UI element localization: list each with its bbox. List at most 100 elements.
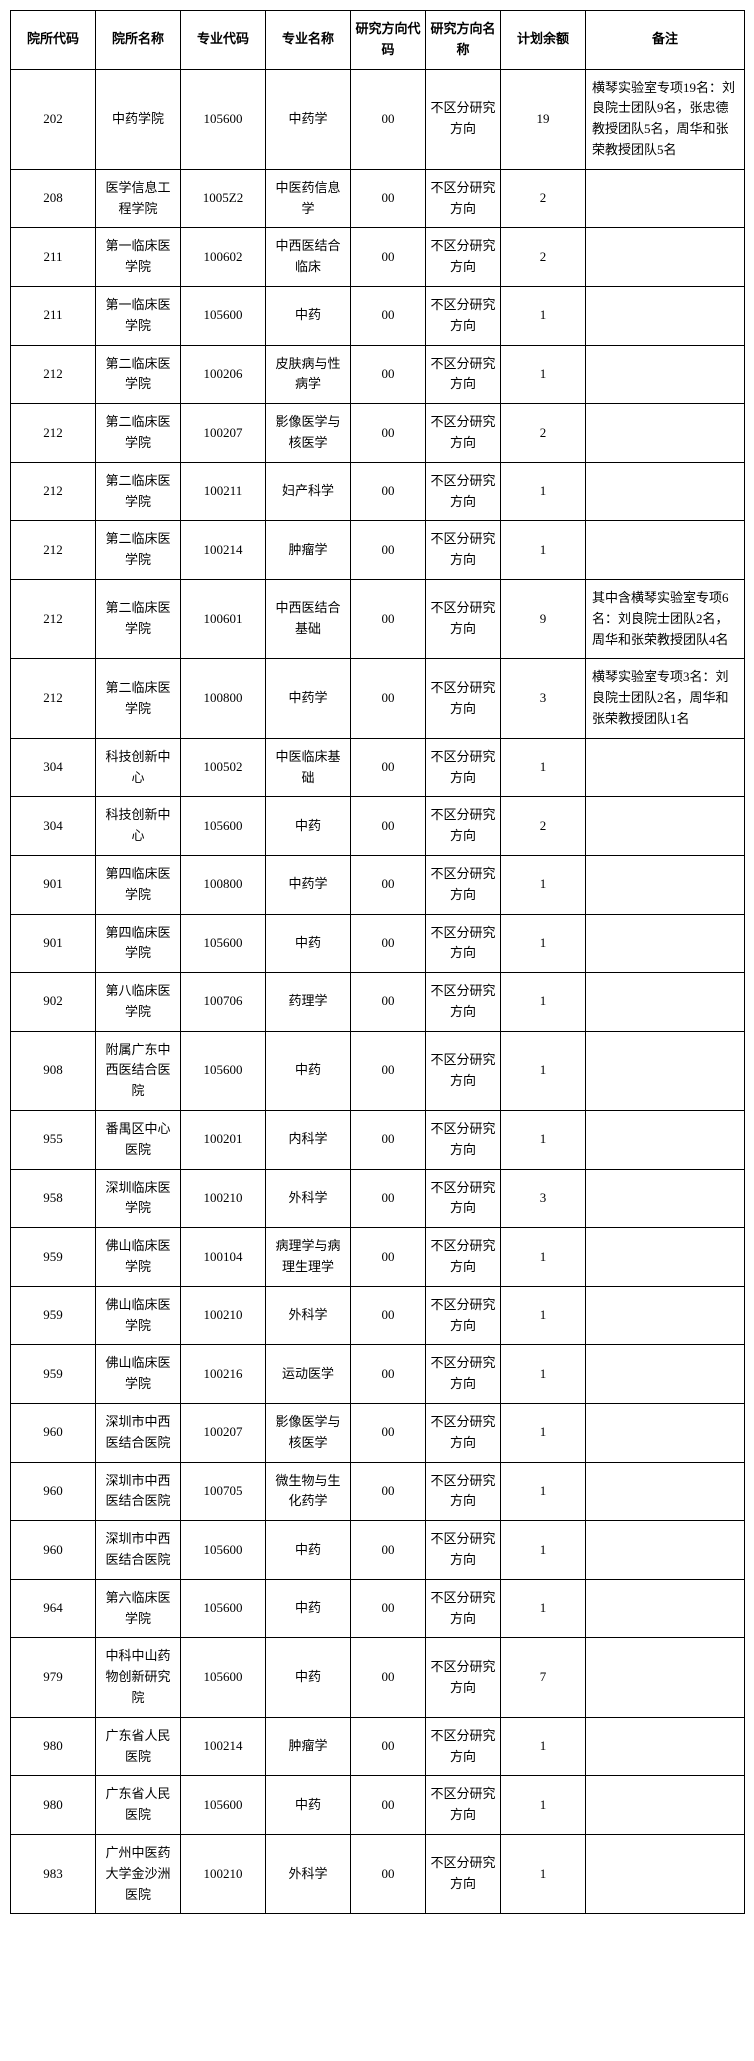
cell-institute-name: 第二临床医学院 [96, 659, 181, 738]
cell-remark [586, 1286, 745, 1345]
cell-institute-name: 深圳临床医学院 [96, 1169, 181, 1228]
cell-quota: 1 [501, 1579, 586, 1638]
cell-direction-code: 00 [351, 521, 426, 580]
cell-major-code: 100706 [181, 973, 266, 1032]
cell-institute-code: 908 [11, 1031, 96, 1110]
cell-direction-name: 不区分研究方向 [426, 797, 501, 856]
cell-direction-name: 不区分研究方向 [426, 1404, 501, 1463]
cell-major-code: 100602 [181, 228, 266, 287]
cell-remark [586, 973, 745, 1032]
cell-direction-code: 00 [351, 69, 426, 169]
table-body: 202中药学院105600中药学00不区分研究方向19横琴实验室专项19名：刘良… [11, 69, 745, 1914]
cell-direction-name: 不区分研究方向 [426, 1521, 501, 1580]
cell-major-code: 100210 [181, 1169, 266, 1228]
cell-major-code: 100207 [181, 404, 266, 463]
cell-quota: 1 [501, 1835, 586, 1914]
cell-institute-name: 中药学院 [96, 69, 181, 169]
cell-institute-name: 广东省人民医院 [96, 1776, 181, 1835]
cell-major-code: 100800 [181, 659, 266, 738]
cell-quota: 1 [501, 1462, 586, 1521]
cell-direction-code: 00 [351, 1404, 426, 1463]
cell-direction-code: 00 [351, 579, 426, 658]
table-row: 959佛山临床医学院100104病理学与病理生理学00不区分研究方向1 [11, 1228, 745, 1287]
table-row: 212第二临床医学院100207影像医学与核医学00不区分研究方向2 [11, 404, 745, 463]
cell-remark [586, 1835, 745, 1914]
cell-major-name: 药理学 [266, 973, 351, 1032]
cell-institute-name: 深圳市中西医结合医院 [96, 1404, 181, 1463]
cell-remark [586, 1345, 745, 1404]
cell-institute-name: 第二临床医学院 [96, 404, 181, 463]
table-row: 212第二临床医学院100214肿瘤学00不区分研究方向1 [11, 521, 745, 580]
table-row: 958深圳临床医学院100210外科学00不区分研究方向3 [11, 1169, 745, 1228]
table-row: 208医学信息工程学院1005Z2中医药信息学00不区分研究方向2 [11, 169, 745, 228]
cell-direction-code: 00 [351, 1031, 426, 1110]
cell-institute-name: 第二临床医学院 [96, 579, 181, 658]
cell-quota: 1 [501, 1776, 586, 1835]
cell-institute-name: 第二临床医学院 [96, 345, 181, 404]
cell-major-name: 中药 [266, 797, 351, 856]
cell-institute-code: 960 [11, 1404, 96, 1463]
cell-institute-code: 212 [11, 579, 96, 658]
cell-major-code: 100211 [181, 462, 266, 521]
cell-direction-code: 00 [351, 659, 426, 738]
cell-institute-name: 番禺区中心医院 [96, 1111, 181, 1170]
cell-institute-name: 第二临床医学院 [96, 521, 181, 580]
cell-institute-name: 佛山临床医学院 [96, 1286, 181, 1345]
cell-major-name: 中药学 [266, 659, 351, 738]
cell-major-name: 中药 [266, 1521, 351, 1580]
table-row: 960深圳市中西医结合医院100207影像医学与核医学00不区分研究方向1 [11, 1404, 745, 1463]
cell-major-code: 105600 [181, 914, 266, 973]
cell-remark: 横琴实验室专项19名：刘良院士团队9名，张忠德教授团队5名，周华和张荣教授团队5… [586, 69, 745, 169]
cell-institute-code: 960 [11, 1462, 96, 1521]
cell-remark [586, 1111, 745, 1170]
cell-direction-name: 不区分研究方向 [426, 1286, 501, 1345]
cell-institute-name: 广东省人民医院 [96, 1717, 181, 1776]
cell-remark [586, 1521, 745, 1580]
cell-remark [586, 1031, 745, 1110]
cell-direction-code: 00 [351, 1579, 426, 1638]
cell-direction-name: 不区分研究方向 [426, 738, 501, 797]
cell-institute-name: 附属广东中西医结合医院 [96, 1031, 181, 1110]
cell-institute-code: 959 [11, 1228, 96, 1287]
cell-direction-code: 00 [351, 973, 426, 1032]
cell-quota: 1 [501, 1111, 586, 1170]
cell-institute-code: 208 [11, 169, 96, 228]
cell-direction-name: 不区分研究方向 [426, 1462, 501, 1521]
cell-institute-name: 科技创新中心 [96, 738, 181, 797]
cell-institute-name: 佛山临床医学院 [96, 1345, 181, 1404]
cell-quota: 1 [501, 914, 586, 973]
cell-direction-code: 00 [351, 855, 426, 914]
cell-major-code: 105600 [181, 1031, 266, 1110]
cell-direction-code: 00 [351, 797, 426, 856]
cell-remark [586, 1579, 745, 1638]
cell-institute-code: 212 [11, 659, 96, 738]
cell-major-code: 100206 [181, 345, 266, 404]
cell-major-code: 100216 [181, 1345, 266, 1404]
cell-major-name: 肿瘤学 [266, 1717, 351, 1776]
header-major-name: 专业名称 [266, 11, 351, 70]
cell-major-code: 100104 [181, 1228, 266, 1287]
header-major-code: 专业代码 [181, 11, 266, 70]
cell-direction-name: 不区分研究方向 [426, 659, 501, 738]
cell-institute-code: 202 [11, 69, 96, 169]
cell-institute-code: 958 [11, 1169, 96, 1228]
header-direction-code: 研究方向代码 [351, 11, 426, 70]
cell-direction-name: 不区分研究方向 [426, 69, 501, 169]
cell-remark [586, 1404, 745, 1463]
cell-direction-name: 不区分研究方向 [426, 1717, 501, 1776]
cell-major-code: 100705 [181, 1462, 266, 1521]
cell-institute-code: 304 [11, 738, 96, 797]
cell-institute-name: 第四临床医学院 [96, 914, 181, 973]
cell-institute-name: 第四临床医学院 [96, 855, 181, 914]
cell-major-name: 病理学与病理生理学 [266, 1228, 351, 1287]
cell-direction-name: 不区分研究方向 [426, 286, 501, 345]
cell-institute-code: 304 [11, 797, 96, 856]
cell-quota: 1 [501, 521, 586, 580]
cell-remark [586, 1717, 745, 1776]
cell-direction-code: 00 [351, 1835, 426, 1914]
cell-major-name: 中药 [266, 1031, 351, 1110]
table-row: 901第四临床医学院105600中药00不区分研究方向1 [11, 914, 745, 973]
cell-institute-code: 902 [11, 973, 96, 1032]
cell-direction-name: 不区分研究方向 [426, 1638, 501, 1717]
cell-major-code: 100207 [181, 1404, 266, 1463]
